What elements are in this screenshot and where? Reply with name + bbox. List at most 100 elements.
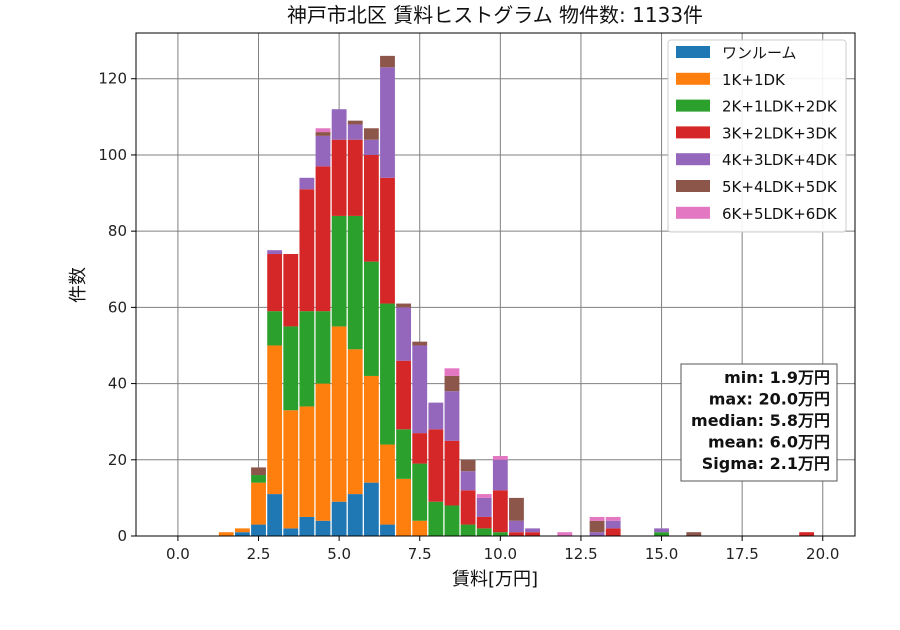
bar-segment (363, 154, 379, 262)
bar-segment (444, 440, 460, 506)
bar-segment (412, 341, 428, 346)
legend-swatch (676, 206, 710, 219)
bar-segment (315, 520, 331, 536)
bar-segment (315, 383, 331, 521)
bar-segment (347, 120, 363, 125)
histogram-bars (218, 55, 815, 536)
bar-segment (251, 467, 266, 476)
bar-segment (396, 307, 412, 361)
stats-box: min: 1.9万円 max: 20.0万円 median: 5.8万円 mean: … (680, 363, 838, 482)
bar-segment (525, 532, 540, 536)
bar-segment (347, 349, 363, 495)
bar-segment (363, 261, 379, 376)
bar-segment (299, 189, 315, 312)
bar-segment (412, 433, 428, 464)
bar-segment (299, 516, 315, 536)
legend-box (667, 39, 847, 233)
bar-segment (331, 501, 347, 536)
bar-segment (476, 528, 492, 536)
y-axis-ticks: 0 20 40 60 80 100 120 (98, 70, 136, 545)
bar-segment (428, 429, 444, 502)
bar-segment (380, 524, 395, 536)
plot-frame (135, 32, 856, 537)
bar-segment (331, 326, 347, 502)
bar-segment (428, 501, 444, 536)
bar-segment (589, 516, 605, 521)
bar-segment (476, 497, 492, 517)
bar-segment (476, 516, 492, 529)
bar-segment (251, 482, 266, 525)
bar-segment (460, 459, 476, 472)
bar-segment (363, 482, 379, 536)
bar-segment (396, 303, 412, 308)
y-tick-label: 20 (108, 451, 127, 469)
legend: ワンルーム 1K+1DK 2K+1LDK+2DK 3K+2LDK+3DK 4K+3LDK… (667, 39, 847, 233)
bar-segment (267, 250, 283, 255)
bar-segment (267, 311, 283, 346)
bar-segment (444, 368, 460, 376)
bar-segment (347, 494, 363, 536)
bar-segment (492, 490, 508, 533)
bar-segment (380, 303, 395, 445)
bar-segment (363, 139, 379, 155)
x-tick-label: 15.0 (645, 545, 678, 563)
bar-segment (396, 478, 412, 536)
y-tick-label: 40 (108, 375, 127, 393)
bar-segment (299, 406, 315, 517)
y-tick-label: 100 (98, 146, 127, 164)
bar-segment (589, 532, 605, 536)
bar-segment (525, 528, 540, 533)
bar-segment (347, 139, 363, 216)
bar-segment (234, 528, 250, 533)
x-tick-label: 17.5 (725, 545, 758, 563)
bar-segment (412, 463, 428, 521)
y-tick-label: 120 (98, 70, 127, 88)
bar-segment (509, 532, 524, 536)
bar-segment (509, 497, 524, 521)
bar-segment (557, 532, 573, 536)
bar-segment (412, 520, 428, 536)
x-tick-label: 0.0 (166, 545, 190, 563)
bar-segment (283, 410, 299, 529)
bar-segment (492, 455, 508, 460)
stats-line: median: 5.8万円 (691, 411, 830, 430)
bar-segment (347, 124, 363, 140)
bar-segment (396, 429, 412, 479)
bar-segment (363, 128, 379, 140)
bar-segment (380, 67, 395, 178)
legend-swatch (676, 126, 710, 139)
stats-line: min: 1.9万円 (724, 368, 830, 387)
bar-segment (412, 345, 428, 434)
bar-segment (315, 135, 331, 167)
bar-segment (380, 55, 395, 68)
x-tick-label: 7.5 (408, 545, 432, 563)
bar-segment (251, 475, 266, 483)
bar-segment (315, 132, 331, 136)
bar-segment (654, 532, 669, 536)
bar-segment (460, 524, 476, 536)
bar-segment (428, 402, 444, 430)
bar-segment (380, 177, 395, 304)
bar-segment (492, 532, 508, 536)
bar-segment (605, 516, 621, 521)
bar-segment (315, 311, 331, 384)
bar-segment (331, 139, 347, 216)
bar-segment (347, 215, 363, 350)
x-axis-ticks: 0.0 2.5 5.0 7.5 10.0 12.5 15.0 17.5 20.0 (166, 536, 839, 563)
bar-segment (589, 520, 605, 533)
legend-swatch (676, 99, 710, 112)
stats-line: max: 20.0万円 (709, 390, 830, 409)
bar-segment (267, 254, 283, 312)
bar-segment (315, 166, 331, 312)
y-tick-label: 0 (117, 527, 127, 545)
bar-segment (283, 254, 299, 327)
bar-segment (686, 532, 702, 536)
x-tick-label: 10.0 (484, 545, 517, 563)
legend-entry: 1K+1DK (722, 71, 786, 89)
bar-segment (299, 177, 315, 190)
legend-entry: ワンルーム (722, 44, 797, 62)
bar-segment (605, 520, 621, 529)
legend-entry: 2K+1LDK+2DK (722, 98, 838, 116)
bar-segment (460, 490, 476, 525)
